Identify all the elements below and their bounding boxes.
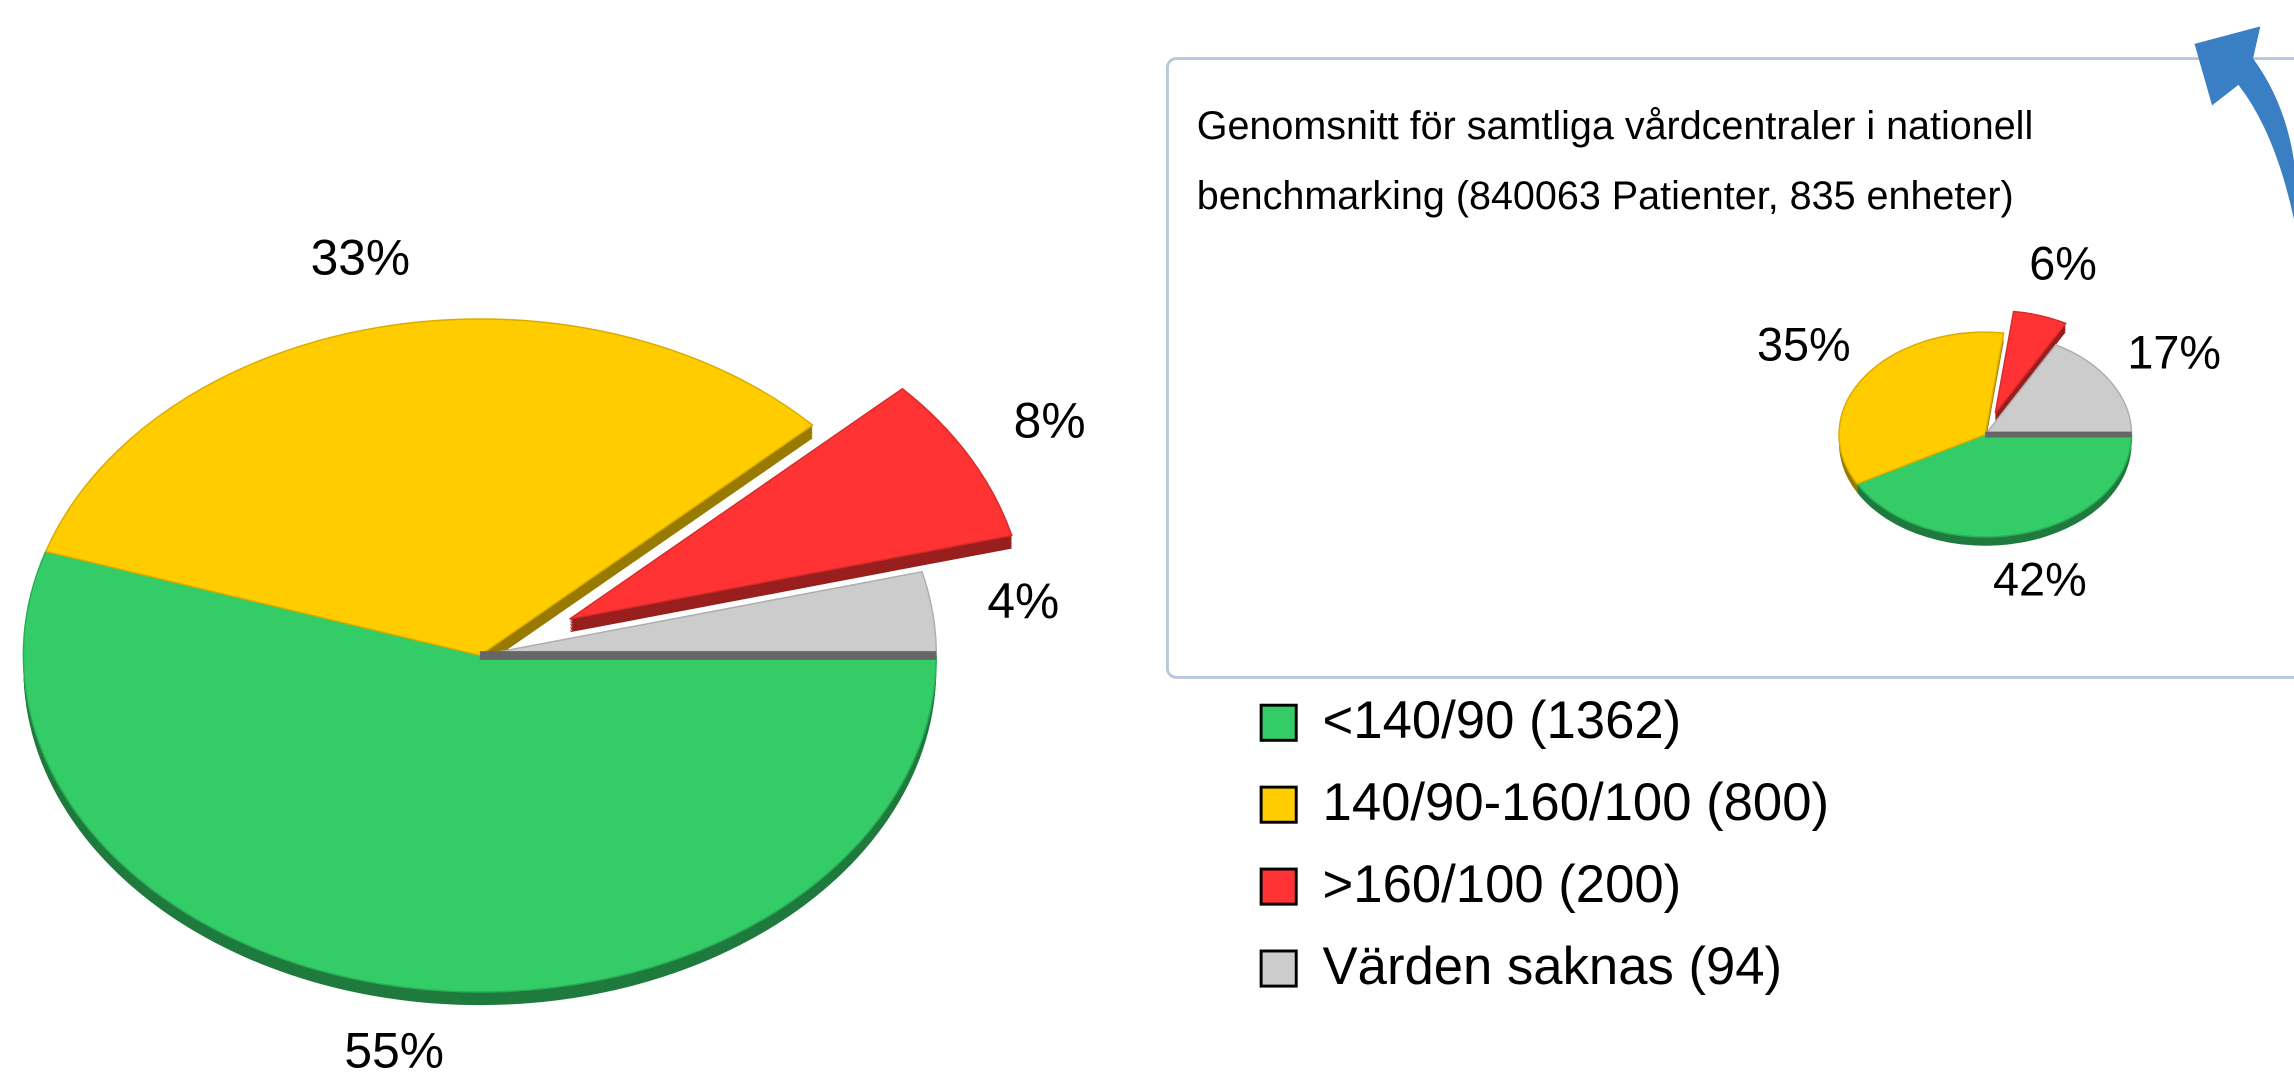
slice-label: 35% <box>1757 319 1851 371</box>
pie-slice <box>1994 310 2067 414</box>
slice-label: 4% <box>987 573 1059 629</box>
arrow-icon <box>2194 26 2294 220</box>
pie-slice <box>44 318 814 657</box>
inset-title: Genomsnitt för samtliga vårdcentraler i … <box>1196 103 2034 219</box>
pie-slice <box>569 387 1013 620</box>
legend-label: >160/100 (200) <box>1323 855 1682 914</box>
pie-slice <box>1838 331 2005 485</box>
legend-swatch <box>1259 867 1298 906</box>
slice-label: 8% <box>1014 393 1086 449</box>
pie-slice <box>22 550 938 993</box>
slice-label: 42% <box>1993 554 2087 606</box>
legend-label: <140/90 (1362) <box>1323 691 1682 750</box>
inset-title-box: Genomsnitt för samtliga vårdcentraler i … <box>1196 103 2034 219</box>
pie-slice <box>1855 433 2133 538</box>
slice-label: 55% <box>344 1022 444 1078</box>
slice-label: 33% <box>311 230 411 286</box>
legend-swatch <box>1259 949 1298 988</box>
slice-label: 17% <box>2127 327 2221 379</box>
legend-label: 140/90-160/100 (800) <box>1323 773 1829 832</box>
legend-swatch <box>1259 785 1298 824</box>
legend-swatch <box>1259 703 1298 742</box>
pie-slice <box>1983 343 2133 436</box>
slice-label: 6% <box>2029 237 2097 289</box>
legend-label: Värden saknas (94) <box>1323 937 1783 996</box>
